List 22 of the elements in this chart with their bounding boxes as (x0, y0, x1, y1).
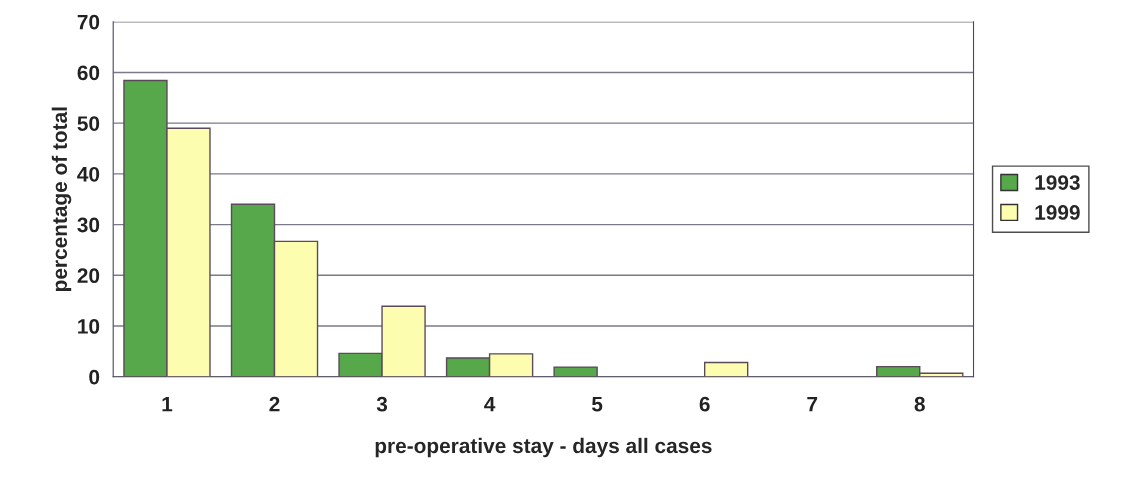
y-tick-label: 10 (78, 319, 100, 334)
legend-label: 1993 (1035, 175, 1080, 190)
x-tick-label: 4 (484, 396, 496, 412)
y-axis-title: percentage of total (51, 107, 72, 292)
x-axis-title: pre-operative stay - days all cases (375, 437, 712, 458)
legend-label: 1999 (1035, 205, 1080, 220)
y-tick-label: 60 (77, 65, 100, 81)
y-tick-label: 40 (77, 166, 100, 182)
x-tick-label: 5 (591, 396, 603, 412)
y-tick-label: 50 (77, 116, 100, 131)
x-tick-label: 2 (269, 396, 280, 412)
bar (553, 366, 598, 377)
y-tick-label: 0 (89, 369, 100, 385)
x-tick-label: 6 (699, 396, 710, 412)
y-tick-label: 70 (77, 14, 100, 30)
x-tick-label: 1 (162, 396, 173, 412)
x-tick-label: 8 (914, 396, 925, 412)
y-tick-label: 20 (77, 268, 100, 284)
x-tick-label: 7 (807, 396, 818, 412)
y-tick-label: 30 (77, 217, 100, 233)
bar (703, 361, 749, 377)
x-tick-label: 3 (376, 396, 388, 412)
